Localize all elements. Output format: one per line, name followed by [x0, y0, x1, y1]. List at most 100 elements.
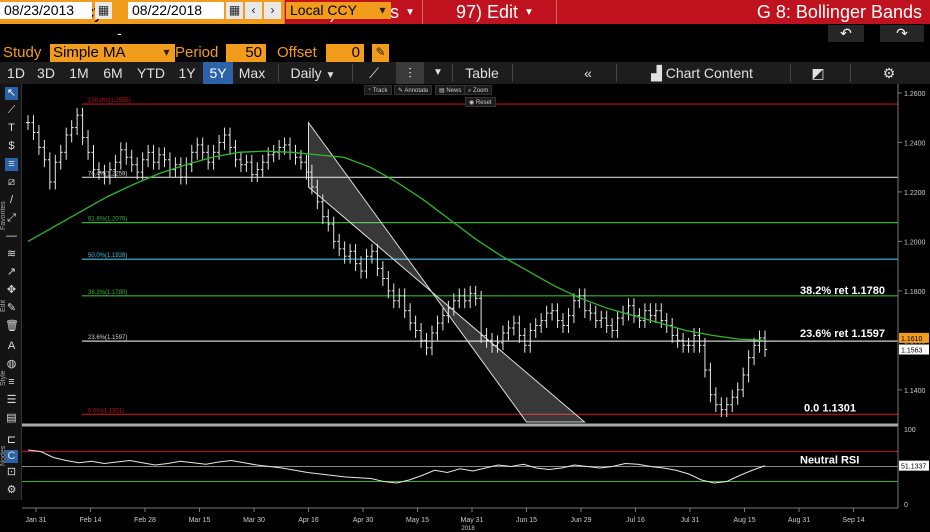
dollar-icon[interactable]: $ — [8, 140, 15, 152]
color-bucket-icon[interactable]: ◍ — [6, 358, 17, 370]
nodes-tab[interactable]: Nodes — [0, 445, 7, 466]
price-bar — [435, 315, 440, 341]
track-button[interactable]: ⁺ Track — [364, 85, 392, 95]
cursor-icon[interactable]: ↖ — [5, 87, 18, 100]
end-date-field[interactable]: 08/22/2018 — [128, 2, 224, 19]
frequency-select[interactable]: Daily ▼ — [282, 62, 344, 84]
range-button-1d[interactable]: 1D — [7, 65, 25, 81]
news-button[interactable]: ▤ News — [435, 85, 466, 95]
chevron-down-icon[interactable]: ▾ — [158, 44, 175, 62]
offset-input[interactable]: 0 — [326, 44, 364, 62]
range-button-max[interactable]: Max — [238, 65, 266, 81]
retracement-callout: 38.2% ret 1.1780 — [800, 285, 885, 297]
period-input[interactable]: 50 — [226, 44, 266, 62]
last-price-tag — [899, 344, 929, 355]
bar-chart-icon[interactable]: ⫶ — [396, 62, 424, 84]
arrow-tool-icon[interactable]: ↗ — [6, 266, 17, 278]
price-bar — [490, 332, 495, 353]
settings-node-icon[interactable]: ⚙ — [6, 484, 17, 496]
start-date-field[interactable]: 08/23/2013 — [0, 2, 92, 19]
range-button-3d[interactable]: 3D — [37, 65, 55, 81]
draw-line-icon[interactable]: ⟋ — [7, 104, 16, 116]
ray-icon[interactable]: ⤢ — [7, 212, 16, 224]
price-bar — [107, 162, 112, 185]
calendar-icon[interactable]: ▦ — [226, 2, 243, 19]
price-bar — [238, 152, 243, 173]
price-bar — [47, 152, 52, 190]
toolbar-separator — [790, 64, 791, 82]
chart-content-button[interactable]: ▟ Chart Content — [642, 62, 762, 84]
range-button-5y[interactable]: 5Y — [203, 62, 233, 84]
channel-icon[interactable]: ⧄ — [8, 176, 15, 188]
fibonacci-icon[interactable]: ≡ — [5, 158, 18, 171]
range-button-1m[interactable]: 1M — [69, 65, 89, 81]
fib-label: 23.6%(1.1597) — [88, 335, 127, 341]
price-bar — [113, 154, 118, 178]
text-tool-icon[interactable]: T — [8, 122, 15, 134]
pen-icon[interactable]: ✎ — [6, 302, 17, 314]
magnet-icon[interactable]: ⊏ — [6, 434, 17, 446]
price-bar — [244, 154, 249, 173]
caret-down-icon: ▼ — [524, 7, 534, 19]
snap-icon[interactable]: C — [5, 450, 18, 463]
trash-icon[interactable]: 🗑 — [5, 320, 19, 332]
chart-content-label: Chart Content — [665, 65, 753, 81]
price-bar — [86, 130, 91, 160]
price-bar — [593, 305, 598, 328]
price-bar — [408, 303, 413, 331]
y-tick-label: 1.2200 — [904, 190, 926, 197]
fib-label: 38.2%(1.1780) — [88, 290, 127, 296]
price-chart[interactable]: 100.0%(1.2555) 76.4%(1.2259) 61.8%(1.2076)… — [22, 84, 930, 532]
calendar-icon[interactable]: ▦ — [95, 2, 112, 19]
price-bar — [118, 142, 123, 170]
edit-tab[interactable]: Edit — [0, 299, 7, 312]
price-bar — [386, 271, 391, 299]
favorites-tab[interactable]: Favorites — [0, 201, 7, 230]
rsi-last-tag-label: 51.1337 — [901, 464, 926, 471]
currency-select[interactable]: Local CCY — [286, 2, 374, 19]
parallel-lines-icon[interactable]: ≋ — [6, 248, 17, 260]
price-bar — [637, 308, 642, 328]
price-bar — [249, 154, 254, 183]
edit-chart-icon[interactable]: ◩ — [811, 65, 825, 81]
price-bar — [757, 330, 762, 353]
gear-icon[interactable]: ⚙ — [882, 65, 896, 81]
caret-down-icon[interactable]: ▼ — [433, 67, 443, 78]
prev-period-button[interactable]: ‹ — [245, 2, 262, 19]
font-style-icon[interactable]: A — [7, 340, 16, 352]
template-icon[interactable]: ▤ — [6, 412, 17, 424]
study-select[interactable]: Simple MA — [50, 44, 158, 62]
collapse-left-icon[interactable]: « — [584, 65, 592, 81]
price-bar — [550, 303, 555, 321]
price-bar — [468, 285, 473, 309]
table-button[interactable]: Table — [465, 65, 499, 81]
edit-menu[interactable]: 97) Edit ▼ — [456, 0, 556, 24]
fib-label: 76.4%(1.2259) — [88, 171, 127, 177]
horizontal-line-icon[interactable]: — — [6, 230, 17, 242]
price-bar — [528, 323, 533, 353]
reset-button[interactable]: ◉ Reset — [465, 97, 496, 107]
style-tab[interactable]: Style — [0, 370, 7, 386]
study-label: Study — [3, 44, 42, 61]
chevron-down-icon[interactable]: ▾ — [374, 2, 391, 19]
line-chart-icon[interactable]: ⟋ — [369, 65, 379, 81]
range-button-1y[interactable]: 1Y — [178, 65, 196, 81]
range-button-ytd[interactable]: YTD — [137, 65, 165, 81]
range-button-6m[interactable]: 6M — [103, 65, 123, 81]
zoom-button[interactable]: ⌕ Zoom — [464, 85, 493, 95]
currency-value: Local CCY — [290, 2, 357, 18]
lock-icon[interactable]: ⊡ — [6, 466, 17, 478]
price-bar — [320, 194, 325, 225]
trendline-icon[interactable]: / — [9, 194, 14, 206]
annotate-button[interactable]: ✎ Annotate — [394, 85, 433, 95]
undo-icon[interactable]: ↶ — [828, 25, 864, 42]
next-period-button[interactable]: › — [264, 2, 281, 19]
price-bar — [167, 152, 172, 178]
pencil-icon[interactable]: ✎ — [372, 44, 389, 62]
line-width-icon[interactable]: ☰ — [6, 394, 17, 406]
redo-icon[interactable]: ↷ — [880, 25, 924, 42]
line-style-icon[interactable]: ≡ — [8, 376, 15, 388]
move-icon[interactable]: ✥ — [6, 284, 17, 296]
reset-icon: ◉ — [469, 100, 475, 106]
price-bar — [375, 243, 380, 277]
